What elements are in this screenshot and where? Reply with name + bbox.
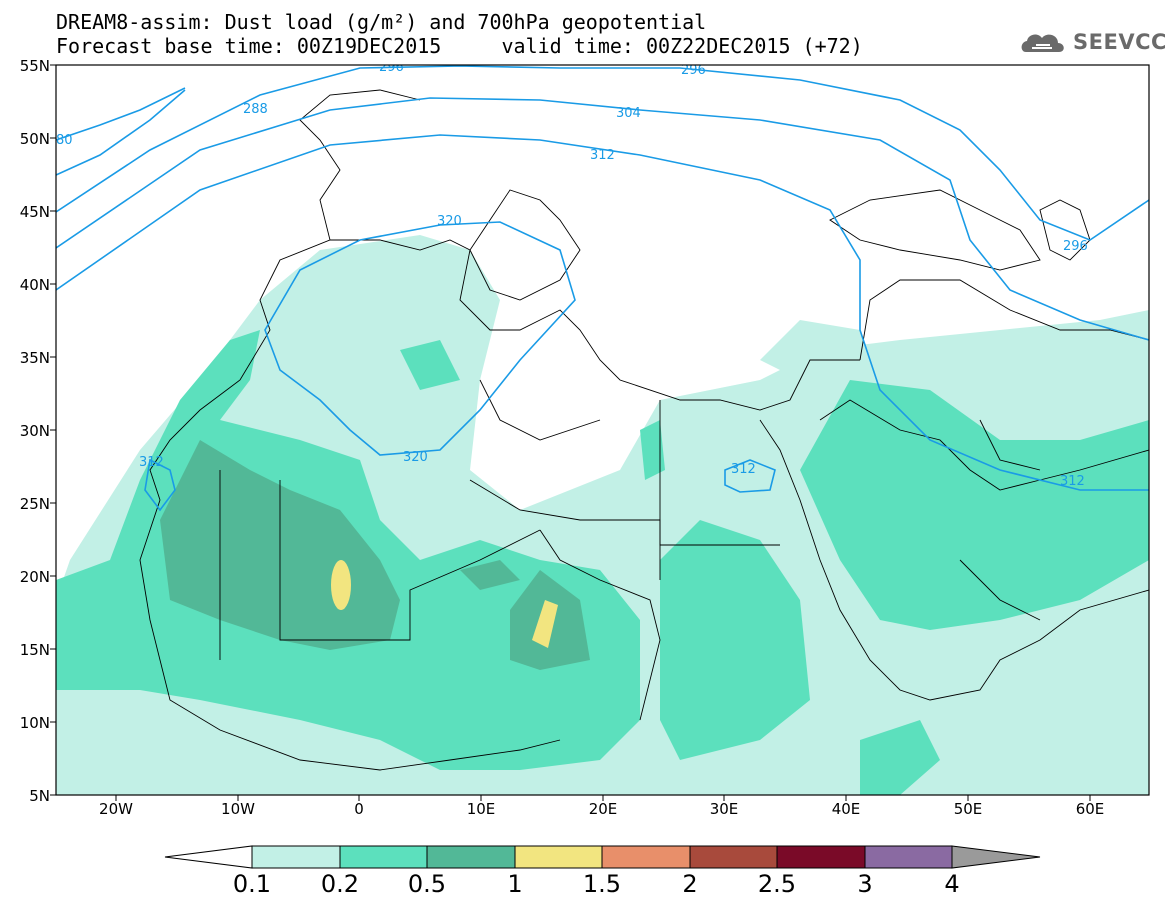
lon-label: 10W (221, 800, 255, 818)
contour-label: 320 (403, 450, 428, 465)
lat-label: 10N (19, 714, 50, 732)
colorbar-bin (776, 845, 866, 869)
title-line-1: DREAM8-assim: Dust load (g/m²) and 700hP… (56, 10, 707, 34)
contour-label: 288 (243, 102, 268, 117)
lat-label: 30N (19, 422, 50, 440)
contour-labels: 288 296 296 304 312 320 320 312 312 312 … (56, 60, 1088, 489)
contour-label: 312 (731, 462, 756, 477)
lat-label: 15N (19, 641, 50, 659)
colorbar-bin (426, 845, 516, 869)
colorbar (164, 845, 1041, 869)
colorbar-tick-label: 0.1 (232, 870, 272, 898)
contour-label: 296 (379, 60, 404, 75)
colorbar-bin (689, 845, 778, 869)
colorbar-tick-label: 3 (857, 870, 873, 898)
lat-label: 55N (19, 57, 50, 75)
lat-label: 25N (19, 495, 50, 513)
colorbar-bin (864, 845, 953, 869)
lon-label: 20W (99, 800, 133, 818)
lat-label: 45N (19, 203, 50, 221)
lat-label: 40N (19, 276, 50, 294)
lat-label: 35N (19, 349, 50, 367)
colorbar-bin (514, 845, 603, 869)
contour-label: 312 (139, 455, 164, 470)
geopotential-contours (56, 65, 1149, 512)
colorbar-tick-label: 4 (944, 870, 960, 898)
logo-text: SEEVCCC (1073, 30, 1165, 54)
colorbar-over-triangle (951, 845, 1041, 869)
colorbar-tick-label: 2 (682, 870, 698, 898)
colorbar-tick-label: 1.5 (582, 870, 622, 898)
lat-label: 20N (19, 568, 50, 586)
title-line-2: Forecast base time: 00Z19DEC2015 valid t… (56, 34, 863, 58)
colorbar-tick-label: 0.2 (320, 870, 360, 898)
lon-label: 10E (466, 800, 496, 818)
cloud-logo-icon (1021, 34, 1064, 52)
lat-label: 50N (19, 130, 50, 148)
contour-label: 312 (590, 148, 615, 163)
contour-label: 80 (56, 133, 73, 148)
lon-label: 40E (831, 800, 861, 818)
lon-label: 0 (354, 800, 364, 818)
dust-field-peak (331, 560, 558, 648)
contour-label: 320 (437, 214, 462, 229)
colorbar-tick-label: 2.5 (757, 870, 797, 898)
colorbar-tick-label: 1 (507, 870, 523, 898)
lon-label: 20E (588, 800, 618, 818)
coastlines (139, 89, 1149, 771)
colorbar-bin (251, 845, 341, 869)
colorbar-bin (339, 845, 428, 869)
contour-label: 296 (1063, 239, 1088, 254)
contour-label: 312 (1060, 474, 1085, 489)
colorbar-bin (601, 845, 691, 869)
lon-label: 30E (709, 800, 739, 818)
contour-label: 304 (616, 106, 641, 121)
colorbar-tick-label: 0.5 (407, 870, 447, 898)
lon-label: 60E (1075, 800, 1105, 818)
contour-label: 296 (681, 63, 706, 78)
lon-label: 50E (953, 800, 983, 818)
colorbar-under-triangle (164, 845, 253, 869)
lat-label: 5N (29, 787, 50, 805)
axis-ticks (50, 64, 1091, 801)
